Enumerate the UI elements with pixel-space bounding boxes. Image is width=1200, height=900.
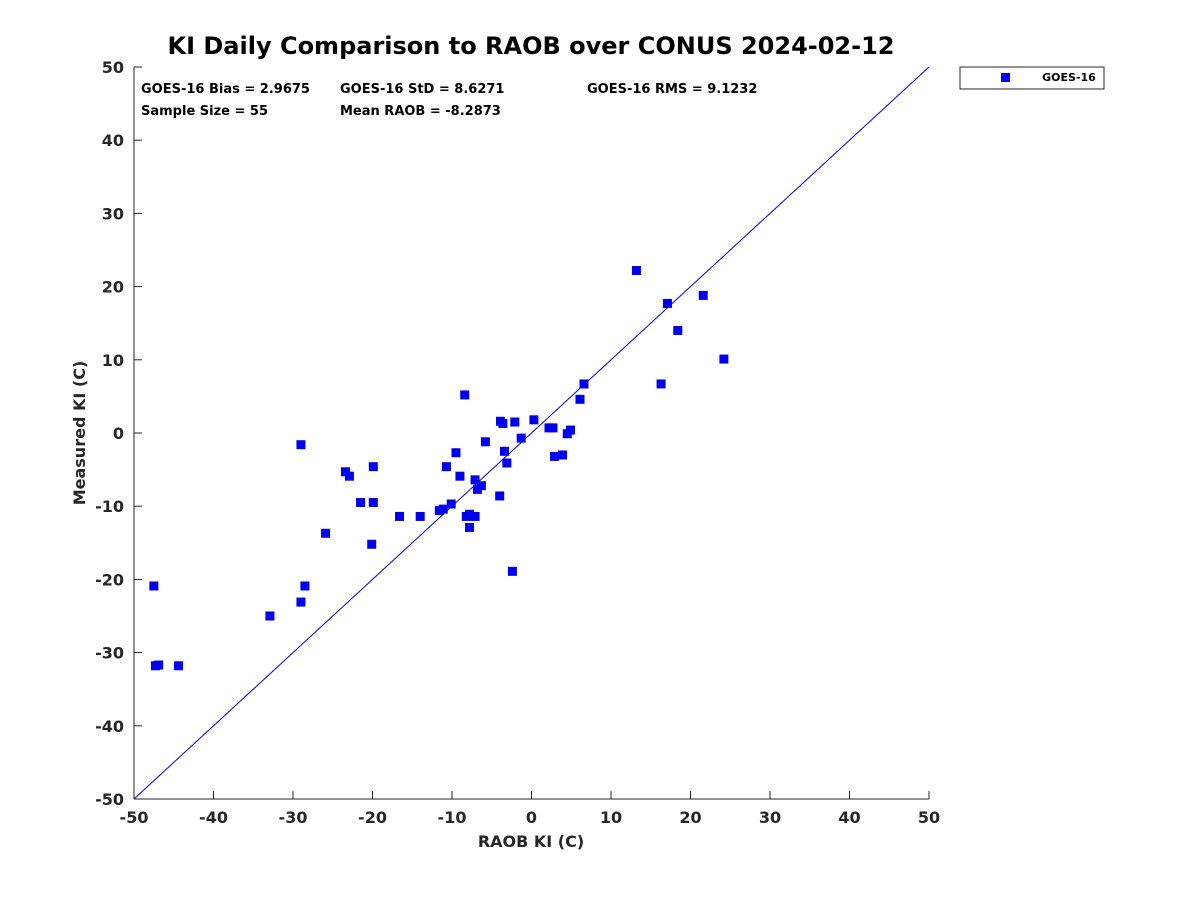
- data-point: [502, 458, 512, 468]
- data-point: [662, 298, 672, 308]
- data-point: [476, 481, 486, 491]
- y-tick-label: 10: [102, 351, 124, 370]
- x-tick-label: 10: [600, 808, 622, 827]
- data-point: [558, 450, 568, 460]
- data-point: [565, 425, 575, 435]
- x-tick-label: 0: [526, 808, 537, 827]
- data-point: [446, 499, 456, 509]
- x-tick-label: 30: [759, 808, 781, 827]
- data-point: [480, 437, 490, 447]
- y-axis-label: Measured KI (C): [70, 361, 89, 506]
- data-point: [516, 433, 526, 443]
- data-point: [507, 566, 517, 576]
- data-point: [470, 475, 480, 485]
- plot-area: -50 -40 -30 -20 -10 0 10 20 30 40 50 -50-40-30-20-…: [95, 58, 940, 827]
- data-point: [510, 417, 520, 427]
- y-tick-label: 50: [102, 58, 124, 77]
- data-point: [321, 528, 331, 538]
- data-point: [451, 448, 461, 458]
- legend-label-goes16: GOES-16: [1042, 71, 1096, 84]
- x-tick-label: -30: [279, 808, 308, 827]
- data-point: [174, 661, 184, 671]
- y-tick-label: 20: [102, 278, 124, 297]
- data-point: [529, 415, 539, 425]
- data-point: [548, 423, 558, 433]
- data-point: [575, 394, 585, 404]
- data-point: [415, 511, 425, 521]
- data-point: [460, 390, 470, 400]
- stats-annotations: GOES-16 Bias = 2.9675 GOES-16 StD = 8.62…: [141, 82, 757, 119]
- data-point: [441, 462, 451, 472]
- data-point: [438, 504, 448, 514]
- x-axis-label: RAOB KI (C): [478, 832, 584, 851]
- data-point: [395, 511, 405, 521]
- y-tick-label: -20: [95, 570, 124, 589]
- x-tick-label: -20: [358, 808, 387, 827]
- data-point: [300, 581, 310, 591]
- stat-std: GOES-16 StD = 8.6271: [340, 82, 504, 97]
- data-point: [631, 265, 641, 275]
- data-point: [356, 498, 366, 508]
- y-tick-label: -30: [95, 644, 124, 663]
- x-tick-label: -40: [199, 808, 228, 827]
- x-ticks: -50 -40 -30 -20 -10 0 10 20 30 40 50: [120, 791, 940, 827]
- x-tick-label: 40: [838, 808, 860, 827]
- stat-sample-size: Sample Size = 55: [141, 104, 268, 119]
- y-tick-label: -10: [95, 497, 124, 516]
- data-point: [498, 418, 508, 428]
- legend-box: [959, 66, 1105, 90]
- data-point: [579, 379, 589, 389]
- data-point: [673, 326, 683, 336]
- data-point: [495, 491, 505, 501]
- x-tick-label: 50: [918, 808, 940, 827]
- y-ticks: -50 -40 -30 -20 -10 0 10 20 30 40 50: [95, 58, 142, 809]
- data-point: [455, 471, 465, 481]
- data-point: [367, 539, 377, 549]
- one-to-one-line: [133, 66, 930, 800]
- stat-rms: GOES-16 RMS = 9.1232: [587, 82, 757, 97]
- data-point: [464, 509, 474, 519]
- data-point: [265, 611, 275, 621]
- y-tick-label: 0: [113, 424, 124, 443]
- x-tick-label: 20: [679, 808, 701, 827]
- chart-title: KI Daily Comparison to RAOB over CONUS 2…: [168, 32, 895, 60]
- data-point: [296, 597, 306, 607]
- data-point: [368, 462, 378, 472]
- data-points: [149, 265, 729, 671]
- legend: GOES-16: [959, 66, 1105, 90]
- data-point: [368, 498, 378, 508]
- data-point: [470, 511, 480, 521]
- reference-line-group: [133, 66, 930, 800]
- data-point: [344, 471, 354, 481]
- data-point: [154, 660, 164, 670]
- y-tick-label: -50: [95, 790, 124, 809]
- x-tick-label: -50: [120, 808, 149, 827]
- stat-bias: GOES-16 Bias = 2.9675: [141, 82, 310, 97]
- y-tick-label: 30: [102, 204, 124, 223]
- x-tick-label: -10: [438, 808, 467, 827]
- data-point: [698, 290, 708, 300]
- data-point: [550, 451, 560, 461]
- legend-marker-goes16: [1001, 73, 1010, 82]
- y-tick-label: -40: [95, 717, 124, 736]
- data-point: [656, 379, 666, 389]
- y-tick-label: 40: [102, 131, 124, 150]
- stat-mean-raob: Mean RAOB = -8.2873: [340, 104, 501, 119]
- data-point: [149, 581, 159, 591]
- data-point: [499, 446, 509, 456]
- data-point: [296, 440, 306, 450]
- data-point: [464, 522, 474, 532]
- data-point: [719, 354, 729, 364]
